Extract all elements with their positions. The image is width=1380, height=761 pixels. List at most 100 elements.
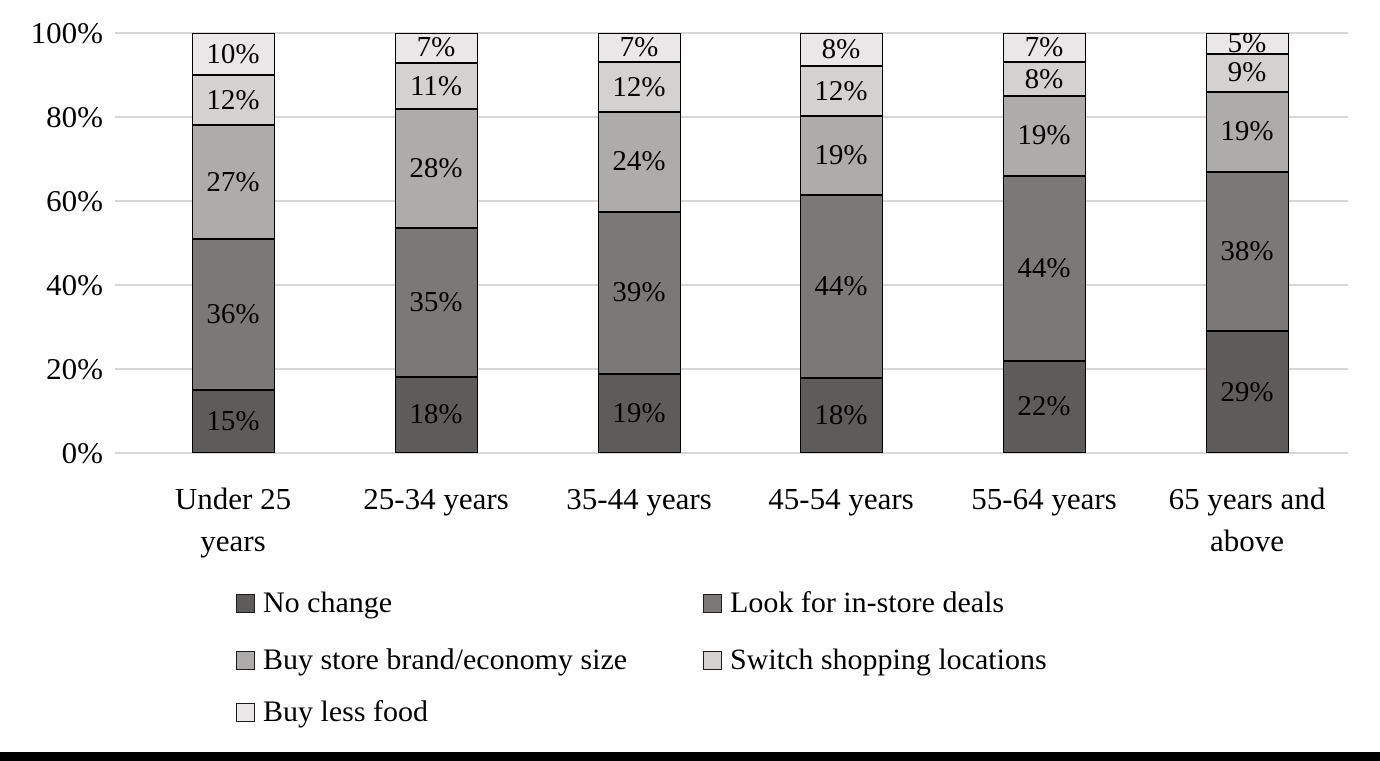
legend-swatch [236, 593, 255, 613]
bar-segment-label: 5% [1227, 27, 1267, 59]
bar-segment: 15% [191, 389, 275, 453]
bar-segment-label: 28% [409, 152, 463, 185]
bar-segment: 7% [1002, 31, 1086, 64]
bar-column: 7% 8% 19% 44% 22% [1002, 31, 1086, 453]
bar-segment-label: 10% [206, 37, 260, 70]
bar-segment-label: 27% [206, 165, 260, 198]
bar-segment-label: 19% [612, 396, 666, 429]
bar-segment-label: 9% [1227, 56, 1267, 89]
bar-segment: 29% [1205, 331, 1289, 453]
bar-segment: 7% [597, 31, 681, 64]
y-tick-label: 0% [61, 435, 103, 470]
legend-swatch [703, 650, 722, 670]
bar-segment-label: 12% [206, 83, 260, 116]
bar-segment: 38% [1205, 171, 1289, 332]
bar-segment: 8% [799, 33, 883, 67]
category-label: 45-54 years [768, 481, 914, 516]
bar-segment-label: 12% [612, 70, 666, 103]
bar-segment: 39% [597, 211, 681, 374]
bar-segment: 19% [799, 116, 883, 196]
bar-segment-label: 7% [416, 31, 456, 64]
bar-segment-label: 7% [1024, 31, 1064, 64]
bar-segment-label: 19% [814, 139, 868, 172]
bar-segment-label: 36% [206, 297, 260, 330]
bar-segment-label: 44% [814, 270, 868, 303]
bar-segment: 18% [394, 376, 478, 453]
bar-segment-label: 18% [814, 399, 868, 432]
bar-segment: 19% [1205, 91, 1289, 172]
bar-column: 10% 12% 27% 36% 15% [191, 33, 275, 453]
bar-segment-label: 24% [612, 145, 666, 178]
legend-item: Look for in-store deals [703, 586, 1004, 620]
bottom-rule [0, 752, 1380, 761]
legend-label: Buy store brand/economy size [263, 643, 628, 676]
bar-segment: 12% [191, 75, 275, 126]
gridline [115, 200, 1348, 202]
legend-item: Buy store brand/economy size [236, 643, 627, 677]
bar-segment-label: 11% [409, 69, 463, 102]
bar-segment: 12% [597, 62, 681, 112]
bar-segment-label: 12% [814, 74, 868, 107]
bar-segment-label: 35% [409, 285, 463, 318]
bar-segment-label: 15% [206, 404, 260, 437]
gridline [115, 452, 1348, 454]
bar-segment: 12% [799, 66, 883, 117]
bar-column: 7% 11% 28% 35% 18% [394, 31, 478, 453]
y-tick-label: 40% [46, 267, 103, 302]
bar-segment: 19% [597, 373, 681, 453]
bar-segment: 44% [799, 195, 883, 379]
y-tick-label: 80% [46, 99, 103, 134]
bar-segment-label: 19% [1220, 115, 1274, 148]
bar-segment-label: 38% [1220, 234, 1274, 267]
category-label: 55-64 years [971, 481, 1117, 516]
bar-segment-label: 18% [409, 398, 463, 431]
y-tick-label: 100% [30, 15, 103, 50]
bar-segment-label: 39% [612, 276, 666, 309]
legend-swatch [236, 650, 255, 670]
bar-column: 7% 12% 24% 39% 19% [597, 31, 681, 453]
legend-item: No change [236, 586, 392, 620]
bar-segment-label: 7% [619, 31, 659, 64]
legend-label: No change [263, 586, 393, 619]
legend-swatch [236, 702, 255, 722]
category-label: 35-44 years [566, 481, 712, 516]
legend-label: Look for in-store deals [730, 586, 1005, 619]
bar-segment: 44% [1002, 175, 1086, 361]
bar-segment-label: 22% [1017, 390, 1071, 423]
bar-segment: 19% [1002, 95, 1086, 176]
bar-segment: 28% [394, 109, 478, 229]
bar-segment: 8% [1002, 62, 1086, 96]
bar-column: 8% 12% 19% 44% 18% [799, 33, 883, 453]
bar-segment: 35% [394, 228, 478, 377]
gridline [115, 284, 1348, 286]
bar-segment: 10% [191, 33, 275, 75]
bar-segment: 22% [1002, 360, 1086, 453]
legend-item: Buy less food [236, 695, 428, 729]
bar-segment-label: 29% [1220, 375, 1274, 408]
legend-item: Switch shopping locations [703, 643, 1047, 677]
bar-segment: 5% [1205, 29, 1289, 58]
bar-segment-label: 8% [821, 33, 861, 66]
y-tick-label: 60% [46, 183, 103, 218]
bar-segment: 36% [191, 238, 275, 390]
bar-column: 5% 9% 19% 38% 29% [1205, 29, 1289, 453]
bar-segment-label: 19% [1017, 119, 1071, 152]
gridline [115, 368, 1348, 370]
bar-segment: 24% [597, 111, 681, 212]
bar-segment-label: 8% [1024, 62, 1064, 95]
category-label: Under 25 years [174, 481, 292, 558]
bar-segment: 7% [394, 31, 478, 64]
legend-label: Switch shopping locations [730, 643, 1047, 676]
legend-label: Buy less food [263, 695, 428, 728]
bar-segment: 9% [1205, 54, 1289, 92]
legend-swatch [703, 593, 722, 613]
bar-segment: 27% [191, 125, 275, 239]
bar-segment: 18% [799, 378, 883, 453]
gridline [115, 116, 1348, 118]
y-tick-label: 20% [46, 351, 103, 386]
category-label: 65 years and above [1168, 481, 1326, 558]
gridline [115, 32, 1348, 34]
category-label: 25-34 years [363, 481, 509, 516]
